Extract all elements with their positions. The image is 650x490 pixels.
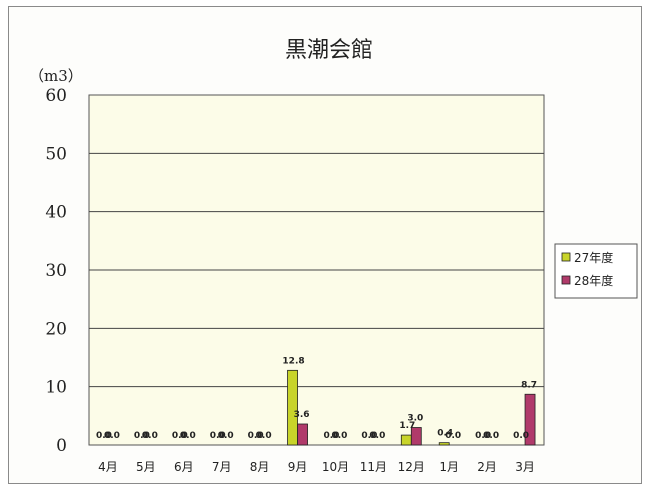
y-tick-label: 20	[45, 319, 67, 339]
data-label: 0.0	[134, 431, 150, 441]
x-tick-label: 8月	[250, 460, 270, 474]
data-label: 0.0	[369, 431, 385, 441]
x-tick-label: 12月	[398, 460, 425, 474]
bar-series-1	[438, 442, 450, 446]
bar-series-2	[297, 423, 308, 446]
legend-swatch	[561, 275, 571, 285]
x-tick-label: 11月	[360, 460, 387, 474]
y-tick-label: 50	[45, 144, 67, 164]
data-label: 0.0	[96, 431, 112, 441]
y-tick-label: 10	[45, 378, 67, 398]
data-label: 0.0	[104, 431, 120, 441]
legend-label: 27年度	[574, 250, 613, 265]
data-label: 0.0	[323, 431, 339, 441]
y-tick-label: 40	[45, 203, 67, 223]
y-tick-label: 0	[56, 436, 67, 456]
x-tick-label: 6月	[174, 460, 194, 474]
legend-swatch	[561, 252, 571, 262]
unit-label: （m3）	[29, 67, 83, 85]
data-label: 0.0	[248, 431, 264, 441]
data-label: 12.8	[282, 356, 304, 366]
bar-series-2	[524, 393, 536, 446]
x-tick-label: 7月	[212, 460, 232, 474]
legend: 27年度 28年度	[554, 243, 638, 299]
bar-series-2	[410, 427, 422, 446]
x-tick-label: 10月	[322, 460, 349, 474]
bar-series-1	[287, 369, 298, 446]
bar-series-1	[400, 434, 412, 446]
x-tick-label: 4月	[98, 460, 118, 474]
data-label: 0.0	[256, 431, 272, 441]
data-label: 0.0	[331, 431, 347, 441]
data-label: 0.0	[445, 431, 461, 441]
x-tick-label: 3月	[515, 460, 535, 474]
chart-title: 黒潮会館	[285, 38, 373, 63]
data-label: 1.7	[399, 421, 415, 431]
x-tick-label: 2月	[477, 460, 497, 474]
data-label: 0.0	[361, 431, 377, 441]
data-label: 8.7	[521, 380, 537, 390]
data-label: 0.0	[210, 431, 226, 441]
data-label: 0.0	[218, 431, 234, 441]
data-label: 3.6	[294, 410, 310, 420]
x-tick-label: 9月	[288, 460, 308, 474]
y-tick-label: 30	[45, 261, 67, 281]
chart-frame: 黒潮会館 （m3） 0 10 20 30 40 50 60 0.0 0.0 0.0 0.0 0.0 0…	[8, 6, 642, 484]
legend-label: 28年度	[574, 273, 613, 288]
data-label: 0.0	[142, 431, 158, 441]
data-label: 0.0	[172, 431, 188, 441]
data-label: 0.0	[513, 431, 529, 441]
data-label: 0.0	[483, 431, 499, 441]
x-tick-label: 1月	[439, 460, 459, 474]
x-tick-label: 5月	[136, 460, 156, 474]
y-tick-label: 60	[45, 86, 67, 106]
data-label: 3.0	[407, 414, 423, 424]
data-label: 0.0	[180, 431, 196, 441]
data-label: 0.0	[475, 431, 491, 441]
data-label: 0.4	[437, 429, 453, 439]
